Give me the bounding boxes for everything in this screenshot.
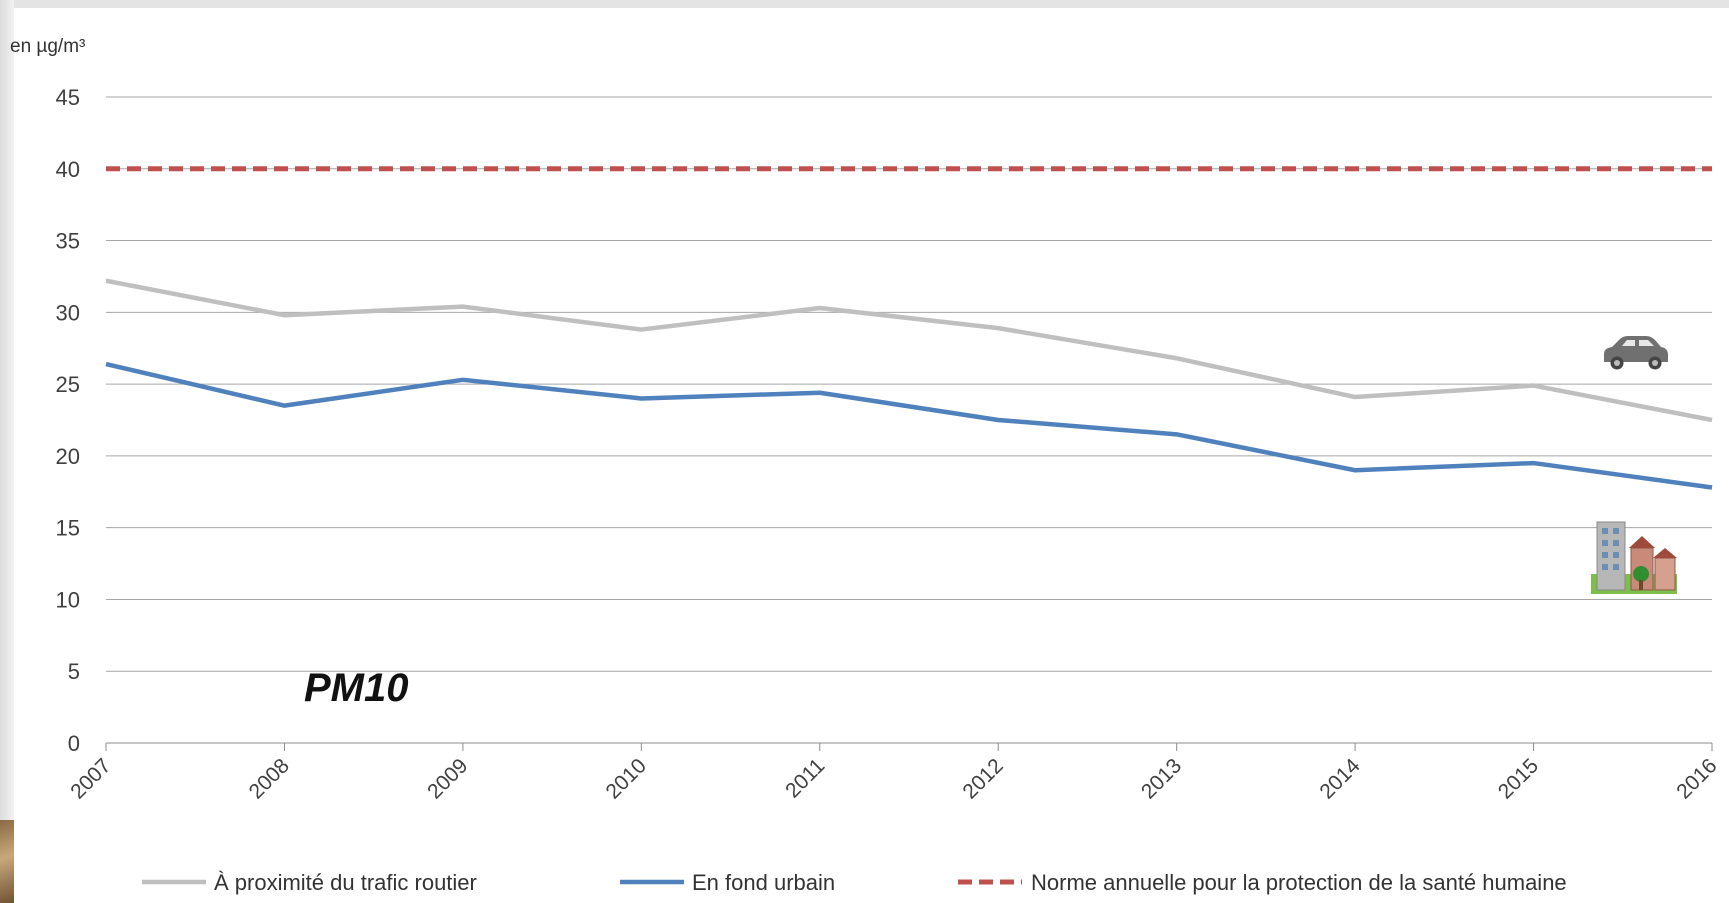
gridlines xyxy=(106,96,1712,744)
x-tick-label: 2016 xyxy=(1672,754,1721,803)
legend-label: À proximité du trafic routier xyxy=(214,870,477,895)
x-tick-label: 2009 xyxy=(423,754,472,803)
x-tick-label: 2012 xyxy=(958,754,1007,803)
y-tick-label: 25 xyxy=(56,372,80,397)
urban-buildings-icon xyxy=(1591,521,1677,594)
y-tick-label: 10 xyxy=(56,587,80,612)
window-left-edge xyxy=(0,0,14,903)
y-tick-label: 5 xyxy=(68,659,80,684)
series-line-1 xyxy=(105,361,1713,490)
y-tick-label: 35 xyxy=(56,229,80,254)
y-tick-label: 40 xyxy=(56,157,80,182)
x-tick-label: 2007 xyxy=(66,754,115,803)
y-tick-label: 30 xyxy=(56,300,80,325)
car-icon xyxy=(1604,336,1668,370)
x-axis: 2007 2008 2009 2010 2011 2012 2013 2014 2015 2016 xyxy=(66,743,1722,804)
y-tick-label: 0 xyxy=(68,731,80,756)
y-axis-ticks: 0 5 10 15 20 25 30 35 40 45 xyxy=(56,85,80,756)
series-line-0 xyxy=(105,278,1713,423)
background-photo-corner xyxy=(0,820,14,903)
x-tick-label: 2008 xyxy=(245,754,294,803)
y-tick-label: 45 xyxy=(56,85,80,110)
x-tick-label: 2011 xyxy=(781,754,829,802)
x-tick-label: 2015 xyxy=(1494,754,1543,803)
chart-title: PM10 xyxy=(304,666,409,710)
x-tick-label: 2014 xyxy=(1315,754,1365,804)
x-tick-label: 2010 xyxy=(602,754,651,803)
y-axis-label: en µg/m³ xyxy=(10,36,85,57)
y-tick-label: 20 xyxy=(56,444,80,469)
window-top-edge xyxy=(0,0,1729,8)
legend-label: Norme annuelle pour la protection de la … xyxy=(1031,870,1567,895)
legend-label: En fond urbain xyxy=(692,870,835,895)
legend: À proximité du trafic routier En fond urb… xyxy=(142,870,1567,895)
series-lines xyxy=(105,166,1713,490)
y-tick-label: 15 xyxy=(56,516,80,541)
x-tick-label: 2013 xyxy=(1137,754,1186,803)
